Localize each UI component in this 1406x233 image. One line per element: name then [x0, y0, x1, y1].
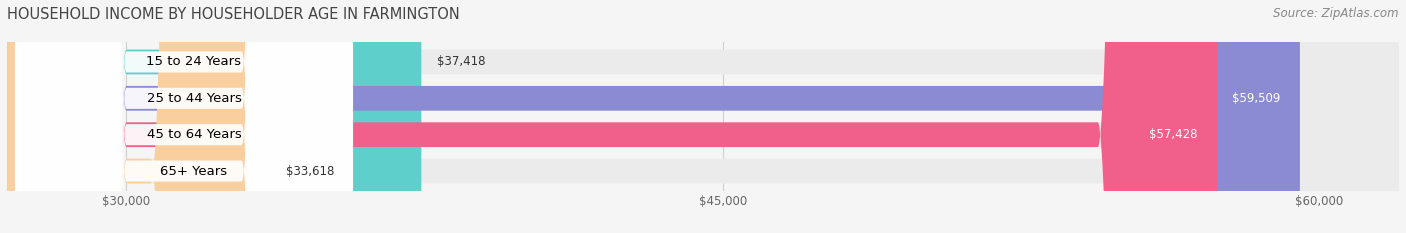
FancyBboxPatch shape [7, 0, 1218, 233]
FancyBboxPatch shape [7, 0, 270, 233]
Text: $33,618: $33,618 [287, 164, 335, 178]
FancyBboxPatch shape [7, 0, 1399, 233]
FancyBboxPatch shape [7, 0, 1399, 233]
FancyBboxPatch shape [15, 0, 353, 233]
Text: $57,428: $57,428 [1149, 128, 1198, 141]
FancyBboxPatch shape [7, 0, 1399, 233]
Text: 65+ Years: 65+ Years [160, 164, 228, 178]
Text: Source: ZipAtlas.com: Source: ZipAtlas.com [1274, 7, 1399, 20]
Text: $59,509: $59,509 [1232, 92, 1279, 105]
FancyBboxPatch shape [15, 0, 353, 233]
FancyBboxPatch shape [15, 0, 353, 233]
Text: 15 to 24 Years: 15 to 24 Years [146, 55, 242, 69]
Text: 45 to 64 Years: 45 to 64 Years [146, 128, 242, 141]
FancyBboxPatch shape [7, 0, 1301, 233]
Text: $37,418: $37,418 [437, 55, 485, 69]
Text: 25 to 44 Years: 25 to 44 Years [146, 92, 242, 105]
FancyBboxPatch shape [15, 0, 353, 233]
FancyBboxPatch shape [7, 0, 1399, 233]
Text: HOUSEHOLD INCOME BY HOUSEHOLDER AGE IN FARMINGTON: HOUSEHOLD INCOME BY HOUSEHOLDER AGE IN F… [7, 7, 460, 22]
FancyBboxPatch shape [7, 0, 422, 233]
